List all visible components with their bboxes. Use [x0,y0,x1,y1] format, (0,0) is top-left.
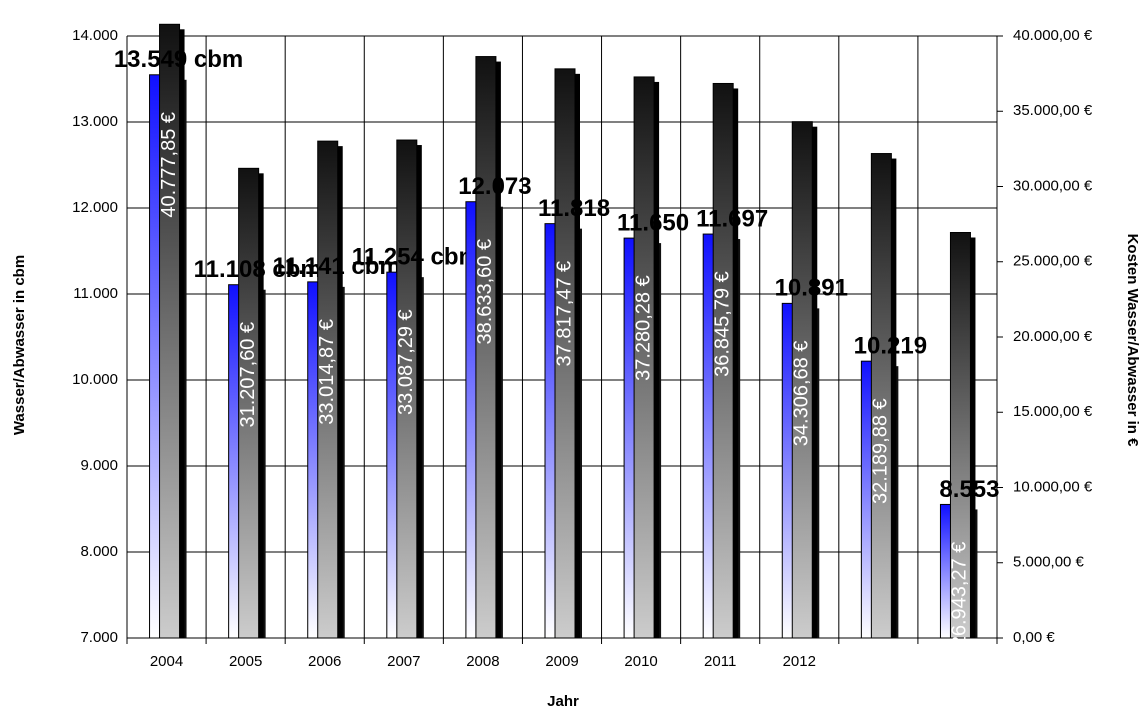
value-label: 11.818 [538,195,610,222]
x-tick-label: 2009 [545,653,578,670]
value-label: 11.697 [696,205,768,232]
value-label: 11.254 cbm [352,243,480,270]
value-label: 37.280,28 € [632,275,654,381]
bar [554,68,576,639]
value-label: 34.306,68 € [791,341,813,447]
y-tick-label: 13.000 [72,113,118,130]
bar [633,76,655,639]
bar [712,82,734,639]
y-tick-label: 8.000 [80,543,118,560]
value-label: 40.777,85 € [158,112,180,218]
x-tick-label: 2012 [783,653,816,670]
x-axis-title: Jahr [547,693,579,710]
bar [317,140,339,639]
y-axis-title: Wasser/Abwasser in cbm [11,255,28,435]
bar [396,139,418,639]
x-tick-label: 2010 [624,653,657,670]
x-tick-label: 2008 [466,653,499,670]
bar [238,167,260,639]
y2-tick-label: 30.000,00 € [1013,177,1093,194]
x-tick-label: 2011 [704,653,736,670]
y-tick-label: 12.000 [72,199,118,216]
y2-tick-label: 10.000,00 € [1013,478,1093,495]
y-tick-label: 9.000 [80,457,118,474]
x-tick-label: 2006 [308,653,341,670]
value-label: 11.141 cbm [273,253,401,280]
value-label: 11.650 [617,209,689,236]
y-tick-label: 7.000 [80,629,118,646]
y-tick-label: 14.000 [72,27,118,44]
value-label: 33.087,29 € [395,309,417,415]
x-tick-label: 2004 [150,653,183,670]
x-tick-label: 2007 [387,653,420,670]
value-label: 10.891 [775,275,848,302]
value-label: 10.219 [854,333,927,360]
y-tick-label: 10.000 [72,371,118,388]
value-label: 8.553 [939,476,999,503]
x-tick-label: 2005 [229,653,262,670]
value-label: 33.014,87 € [316,319,338,425]
bar [159,23,181,639]
y2-tick-label: 25.000,00 € [1013,253,1093,270]
value-label: 13.549 cbm [114,46,243,73]
y2-tick-label: 0,00 € [1013,629,1055,646]
bar [949,232,971,639]
value-label: 36.845,79 € [711,271,733,377]
value-label: 32.189,88 € [870,398,892,504]
y2-tick-label: 40.000,00 € [1013,27,1093,44]
value-label: 26.943,27 € [949,542,971,648]
value-label: 11.108 cbm [194,256,322,283]
value-label: 31.207,60 € [237,322,259,428]
y2-tick-label: 35.000,00 € [1013,102,1093,119]
y2-tick-label: 5.000,00 € [1013,554,1085,571]
value-label: 12.073 [458,173,531,200]
value-label: 38.633,60 € [474,239,496,345]
value-label: 37.817,47 € [553,261,575,367]
y2-axis-title: Kosten Wasser/Abwasser in € [1124,234,1141,448]
y2-tick-label: 15.000,00 € [1013,403,1093,420]
bar [475,56,497,639]
bar [870,153,892,639]
y-tick-label: 11.000 [73,285,118,302]
bar [791,121,813,639]
y2-tick-label: 20.000,00 € [1013,328,1093,345]
